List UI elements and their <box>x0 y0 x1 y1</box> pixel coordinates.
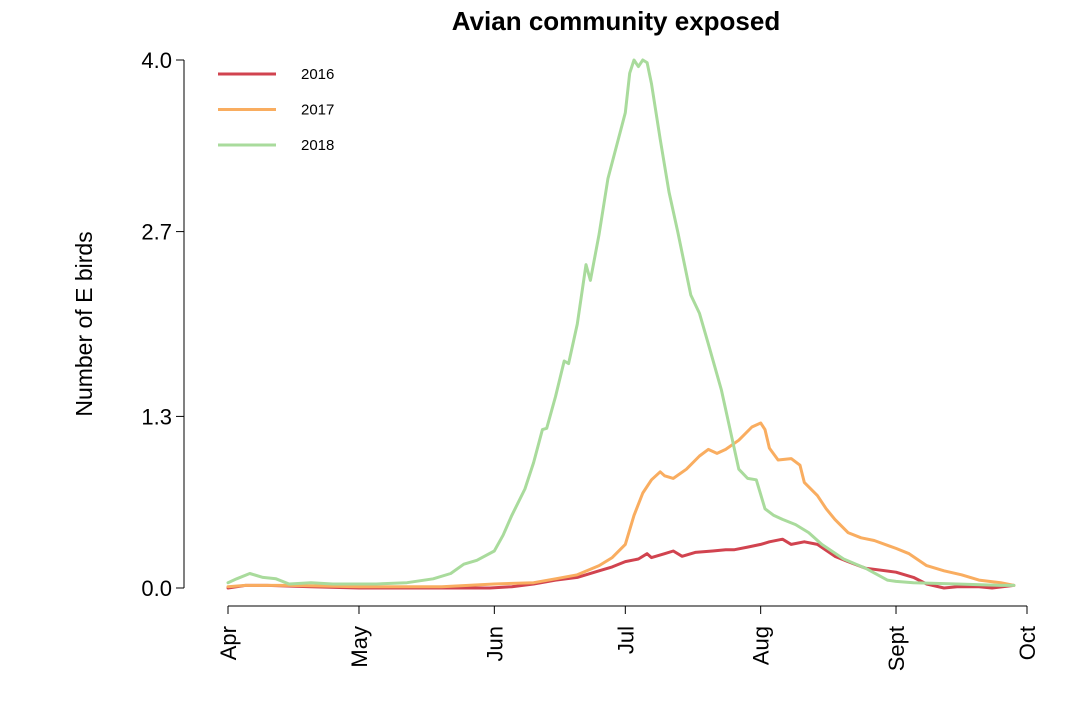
x-tick-label: Oct <box>1015 626 1040 660</box>
y-tick-label: 0.0 <box>141 576 172 601</box>
x-tick-label: Aug <box>749 626 774 665</box>
legend-label-2016: 2016 <box>301 66 334 83</box>
y-tick-label: 1.3 <box>141 404 172 429</box>
x-tick-label: Jul <box>613 626 638 654</box>
x-tick-label: May <box>347 626 372 668</box>
series-layer <box>226 58 1016 590</box>
x-tick-label: Jun <box>482 626 507 661</box>
x-axis: Apr May Jun Jul Aug Sept Oct <box>216 605 1040 671</box>
legend-label-2018: 2018 <box>301 137 334 154</box>
x-tick-label: Sept <box>884 626 909 671</box>
y-tick-label: 2.7 <box>141 220 172 245</box>
legend-label-2017: 2017 <box>301 102 334 119</box>
legend: 2016 2017 2018 <box>218 66 334 154</box>
y-axis: 0.0 1.3 2.7 4.0 <box>141 48 185 601</box>
series-line-2018 <box>226 58 1016 587</box>
chart-title: Avian community exposed <box>452 6 780 36</box>
y-tick-label: 4.0 <box>141 48 172 73</box>
series-line-2016 <box>226 537 1016 590</box>
y-axis-title: Number of E birds <box>71 231 97 416</box>
x-tick-label: Apr <box>216 626 241 660</box>
